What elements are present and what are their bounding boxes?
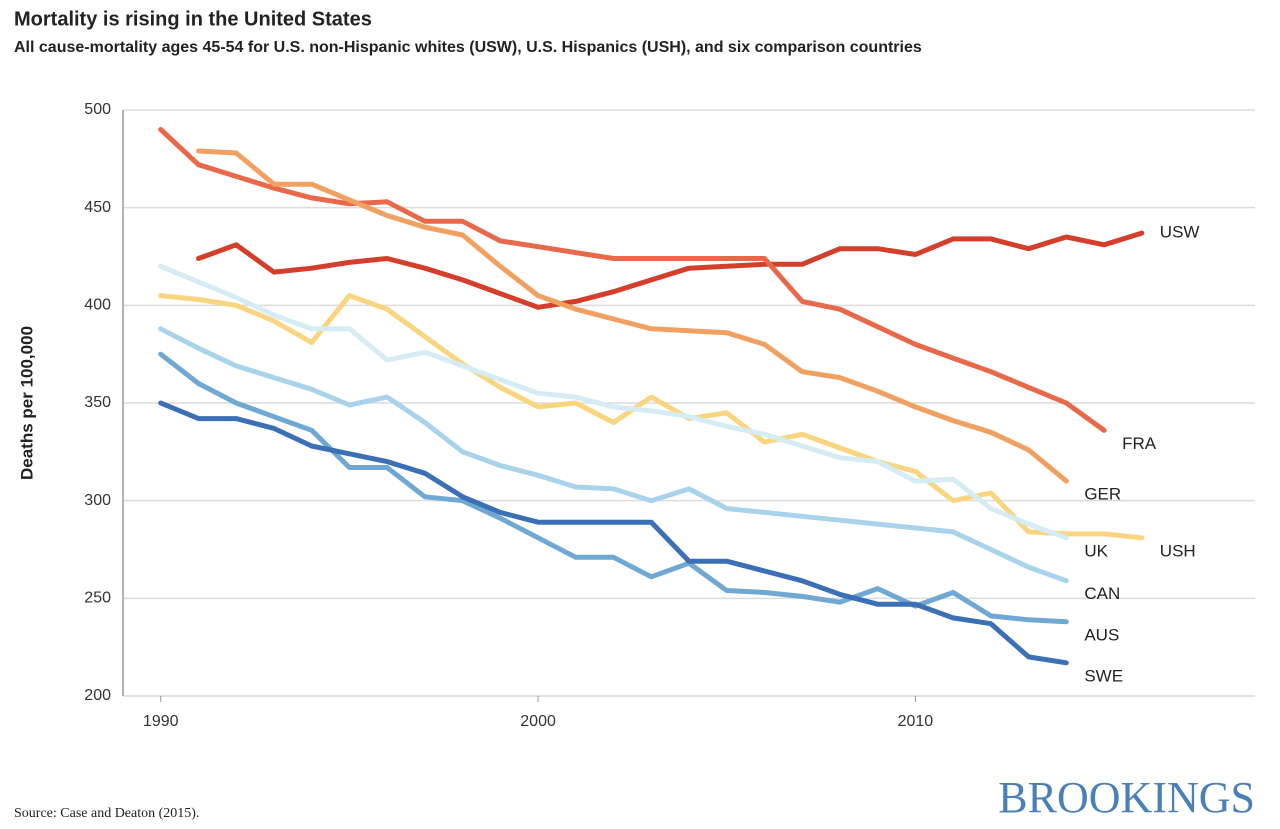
chart-subtitle: All cause-mortality ages 45-54 for U.S. … [14,39,922,56]
series-label: GER [1084,485,1121,504]
source: Source: Case and Deaton (2015). [14,806,199,821]
series-line [196,148,1069,484]
series-label: UK [1084,541,1108,560]
y-tick-label: 350 [84,394,111,411]
x-tick-label: 1990 [143,713,179,730]
y-tick-label: 450 [84,199,111,216]
series-label: USH [1160,541,1196,560]
brand: BROOKINGS [998,773,1255,822]
series-line [158,127,1107,433]
series-label: CAN [1084,584,1120,603]
series-line [196,230,1145,310]
y-tick-label: 400 [84,297,111,314]
y-tick-label: 250 [84,590,111,607]
y-tick-label: 500 [84,101,111,118]
series-label: USW [1160,223,1200,242]
series-line [158,326,1069,584]
series-line [158,400,1069,666]
series-label: FRA [1122,434,1157,453]
y-axis-label: Deaths per 100,000 [17,326,36,480]
y-tick-label: 200 [84,687,111,704]
y-tick-label: 300 [84,492,111,509]
x-tick-label: 2010 [898,713,934,730]
series-label: AUS [1084,625,1119,644]
chart-title: Mortality is rising in the United States [14,8,372,30]
series-label: SWE [1084,666,1123,685]
x-tick-label: 2000 [520,713,556,730]
series-line [158,263,1069,541]
